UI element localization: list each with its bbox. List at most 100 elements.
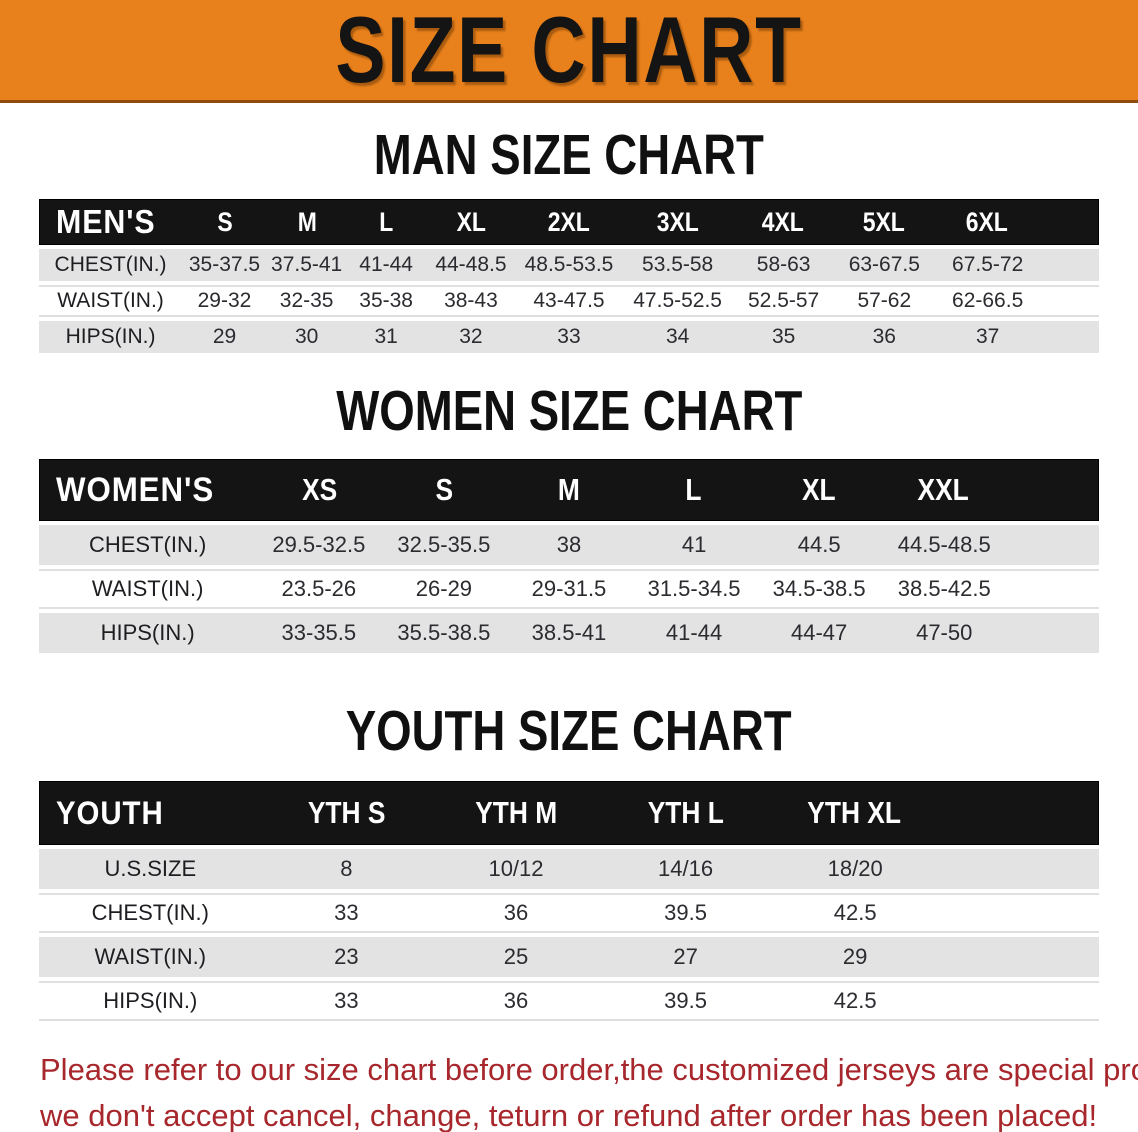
table-title-text: WOMEN'S: [56, 470, 215, 509]
size-column-header: S: [183, 207, 268, 238]
measurement-value: 10/12: [431, 856, 601, 882]
measurement-label: CHEST(IN.): [39, 532, 256, 558]
measurement-value-text: 62-66.5: [952, 289, 1024, 312]
page-title: SIZE CHART: [335, 0, 803, 102]
measurement-value-text: 35.5-38.5: [397, 620, 491, 645]
measurement-value-text: 67.5-72: [952, 253, 1024, 276]
measurement-value: 42.5: [770, 900, 940, 926]
measurement-value-text: 32.5-35.5: [397, 532, 491, 557]
men-size-table: MEN'S S M L XL 2XL 3XL 4XL 5XL 6XL CHEST(IN.) 35-37…: [39, 199, 1099, 353]
table-row: WAIST(IN.) 23 25 27 29: [39, 937, 1099, 977]
measurement-value: 42.5: [770, 988, 940, 1014]
measurement-value: 47.5-52.5: [622, 289, 733, 313]
size-column-header: M: [267, 207, 346, 238]
size-column-header-text: XL: [456, 206, 486, 237]
size-column-header: 5XL: [833, 207, 934, 238]
table-row: CHEST(IN.) 29.5-32.5 32.5-35.5 38 41 44.5 44.5…: [39, 525, 1099, 565]
measurement-value: 35-38: [346, 289, 426, 313]
measurement-label-text: CHEST(IN.): [88, 532, 207, 557]
measurement-value: 33: [262, 900, 432, 926]
measurement-value: 18/20: [770, 856, 940, 882]
measurement-value: 48.5-53.5: [516, 253, 622, 277]
measurement-value: 27: [601, 944, 771, 970]
measurement-value: 36: [431, 988, 601, 1014]
measurement-value: 29-32: [182, 289, 267, 313]
measurement-label-text: HIPS(IN.): [103, 988, 198, 1013]
measurement-value-text: 18/20: [827, 856, 883, 881]
measurement-value: 38-43: [426, 289, 516, 313]
size-column-header: M: [507, 472, 632, 508]
measurement-value-text: 33: [334, 900, 359, 925]
size-column-header-text: S: [217, 206, 233, 237]
measurement-value: 38.5-41: [506, 620, 631, 646]
measurement-value-text: 33: [334, 988, 359, 1013]
measurement-label-text: CHEST(IN.): [54, 253, 167, 276]
measurement-value-text: 57-62: [857, 289, 912, 312]
measurement-value-text: 36: [872, 325, 896, 348]
size-column-header-text: YTH M: [475, 795, 558, 830]
measurement-value: 37.5-41: [267, 253, 347, 277]
size-column-header-text: XS: [301, 472, 337, 507]
measurement-value-text: 29: [212, 325, 237, 348]
size-column-header: 2XL: [516, 207, 622, 238]
table-header-row: MEN'S S M L XL 2XL 3XL 4XL 5XL 6XL: [39, 199, 1099, 245]
measurement-value-text: 52.5-57: [748, 289, 820, 312]
size-column-header: S: [382, 472, 507, 508]
measurement-value-text: 41-44: [665, 620, 723, 645]
measurement-value: 35-37.5: [182, 253, 267, 277]
size-column-header-text: 2XL: [547, 206, 591, 237]
table-row: HIPS(IN.) 29 30 31 32 33 34 35 36 37: [39, 321, 1099, 353]
measurement-value-text: 42.5: [833, 988, 877, 1013]
women-size-table: WOMEN'S XS S M L XL XXL CHEST(IN.) 29.5-32.5 32.5…: [39, 459, 1099, 653]
measurement-label: HIPS(IN.): [39, 325, 182, 349]
measurement-value: 32: [426, 325, 516, 349]
measurement-label-text: WAIST(IN.): [91, 576, 204, 601]
table-title: MEN'S: [40, 203, 183, 241]
table-title-text: MEN'S: [56, 203, 156, 240]
table-row: CHEST(IN.) 33 36 39.5 42.5: [39, 893, 1099, 933]
measurement-value-text: 48.5-53.5: [524, 253, 614, 276]
size-column-header: YTH M: [431, 795, 600, 831]
measurement-value-text: 47.5-52.5: [633, 289, 722, 312]
size-column-header-text: YTH XL: [807, 795, 902, 830]
measurement-value: 36: [431, 900, 601, 926]
measurement-value-text: 38.5-41: [531, 620, 607, 645]
measurement-value-text: 35: [771, 325, 796, 348]
measurement-value: 35.5-38.5: [381, 620, 506, 646]
disclaimer-line-2: we don't accept cancel, change, teturn o…: [40, 1098, 1098, 1132]
banner: SIZE CHART: [0, 0, 1138, 103]
size-column-header-text: L: [685, 472, 702, 507]
measurement-value-text: 29: [842, 944, 868, 969]
measurement-label-text: WAIST(IN.): [94, 944, 207, 969]
measurement-value: 32.5-35.5: [381, 532, 506, 558]
measurement-value-text: 43-47.5: [533, 289, 605, 312]
measurement-label: CHEST(IN.): [39, 900, 262, 926]
measurement-value: 36: [834, 325, 935, 349]
youth-size-section: YOUTH SIZE CHART YOUTH YTH S YTH M YTH L YTH…: [0, 703, 1138, 1021]
measurement-value-text: 41-44: [359, 253, 413, 276]
measurement-value-text: 53.5-58: [642, 253, 714, 276]
size-column-header: YTH XL: [770, 795, 939, 831]
measurement-value-text: 44-47: [791, 620, 848, 645]
size-column-header: 6XL: [934, 207, 1040, 238]
measurement-value: 57-62: [834, 289, 935, 313]
measurement-value-text: 29-32: [197, 289, 252, 312]
table-title-text: YOUTH: [56, 794, 164, 831]
measurement-value: 47-50: [882, 620, 1007, 646]
measurement-value: 62-66.5: [935, 289, 1041, 313]
men-size-section: MAN SIZE CHART MEN'S S M L XL 2XL 3XL 4XL 5XL 6XL…: [0, 127, 1138, 353]
measurement-value-text: 38: [556, 532, 582, 557]
measurement-value-text: 39.5: [664, 988, 707, 1013]
size-column-header-text: M: [297, 206, 317, 237]
measurement-value: 52.5-57: [733, 289, 834, 313]
size-column-header: L: [347, 207, 426, 238]
measurement-value: 23: [262, 944, 432, 970]
measurement-value-text: 31: [374, 325, 398, 348]
measurement-value: 63-67.5: [834, 253, 935, 277]
table-header-row: YOUTH YTH S YTH M YTH L YTH XL: [39, 781, 1099, 845]
measurement-value: 41-44: [346, 253, 426, 277]
measurement-value-text: 36: [503, 988, 529, 1013]
measurement-value-text: 63-67.5: [848, 253, 920, 276]
size-column-header-text: 6XL: [965, 206, 1008, 237]
measurement-label-text: HIPS(IN.): [100, 620, 195, 645]
